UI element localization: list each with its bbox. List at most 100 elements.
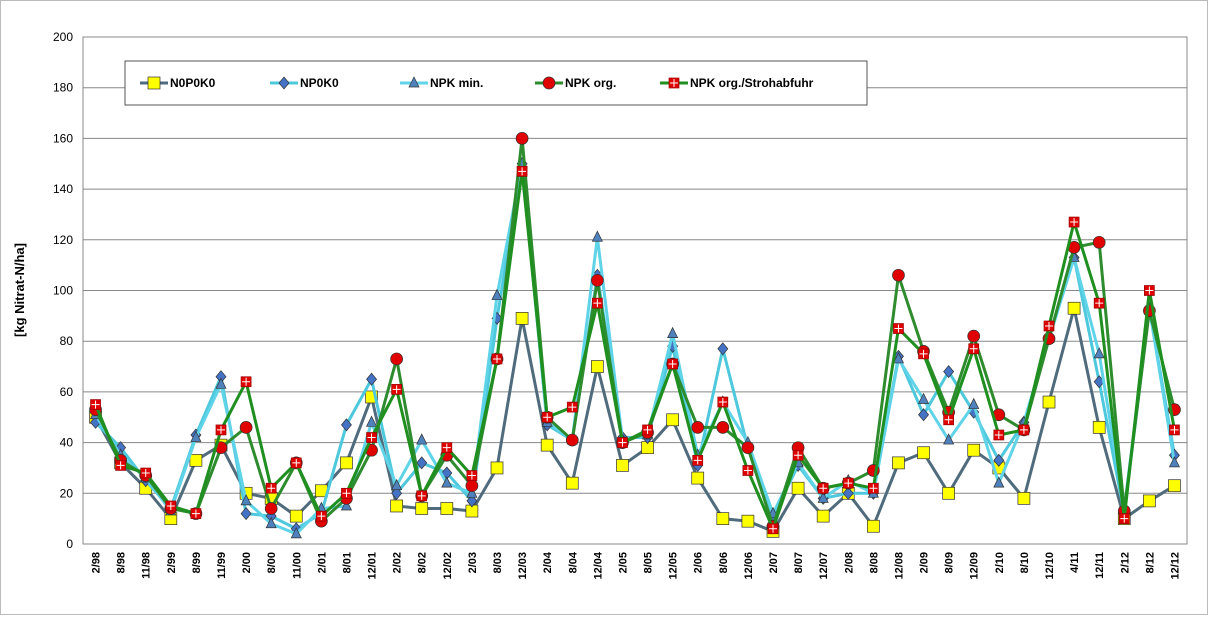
x-tick-label: 2/09: [919, 552, 931, 573]
y-axis-label: [kg Nitrat-N/ha]: [12, 243, 27, 337]
marker-cross: [1145, 286, 1154, 295]
marker: [742, 465, 754, 476]
marker: [741, 441, 755, 455]
marker: [491, 353, 503, 365]
marker: [165, 500, 177, 512]
y-tick-label: 140: [53, 182, 73, 196]
x-tick-label: 2/06: [693, 552, 705, 573]
marker: [240, 494, 252, 506]
marker: [892, 268, 905, 282]
marker: [1118, 513, 1130, 525]
marker: [465, 479, 479, 493]
marker: [918, 408, 930, 422]
marker: [666, 413, 679, 427]
marker: [943, 365, 955, 379]
marker: [1018, 424, 1030, 436]
marker: [416, 456, 428, 470]
marker-cross: [417, 491, 426, 500]
marker: [290, 457, 302, 469]
y-tick-label: 80: [60, 334, 74, 348]
marker: [591, 360, 604, 373]
marker: [1092, 421, 1106, 434]
marker: [791, 481, 805, 495]
legend: N0P0K0 NP0K0 NPK min. NPK org. NPK org./Stro…: [124, 60, 868, 106]
marker: [868, 482, 879, 494]
marker: [1017, 492, 1031, 505]
marker: [892, 456, 905, 470]
x-tick-label: 12/08: [893, 552, 905, 580]
x-tick-label: 2/04: [542, 551, 554, 573]
marker-cross: [568, 403, 577, 412]
marker: [515, 132, 529, 145]
marker: [416, 490, 428, 502]
marker: [968, 397, 980, 409]
x-tick-label: 2/07: [768, 552, 780, 573]
marker: [667, 358, 678, 370]
x-tick-label: 12/05: [668, 552, 680, 580]
marker: [440, 502, 454, 515]
marker-cross: [668, 360, 677, 369]
marker: [441, 442, 453, 454]
legend-marker: [147, 76, 161, 90]
marker: [215, 377, 227, 389]
x-tick-label: 8/06: [718, 552, 730, 573]
marker: [491, 288, 503, 300]
y-tick-label: 180: [53, 81, 73, 95]
x-tick-label: 12/10: [1044, 552, 1056, 580]
marker: [1042, 395, 1056, 409]
marker: [967, 329, 981, 343]
x-tick-label: 8/08: [868, 552, 880, 573]
marker: [240, 376, 252, 388]
marker-cross: [191, 509, 200, 518]
marker: [717, 396, 729, 408]
marker: [817, 482, 829, 494]
marker: [340, 499, 353, 511]
marker: [767, 523, 779, 535]
legend-label: NPK org.: [565, 76, 616, 90]
marker-cross: [593, 299, 602, 308]
legend-label: N0P0K0: [170, 76, 216, 90]
marker-cross: [869, 484, 878, 493]
x-tick-label: 2/99: [166, 552, 178, 573]
marker: [867, 519, 880, 533]
marker: [466, 494, 478, 508]
legend-marker: [278, 76, 290, 90]
marker: [1093, 347, 1105, 359]
legend-marker: [408, 76, 420, 88]
marker-cross: [141, 469, 150, 478]
marker: [189, 453, 203, 467]
x-tick-label: 8/03: [492, 552, 504, 573]
marker: [942, 486, 955, 500]
marker: [466, 470, 478, 481]
marker: [893, 323, 904, 334]
marker-cross: [693, 456, 702, 465]
marker: [917, 446, 930, 460]
marker-cross: [292, 458, 301, 467]
marker-cross: [994, 430, 1003, 439]
marker: [140, 467, 152, 479]
marker: [566, 401, 578, 413]
marker-cross: [518, 167, 527, 176]
marker: [691, 471, 705, 485]
marker: [616, 459, 629, 472]
x-tick-label: 12/02: [442, 552, 454, 580]
marker: [366, 432, 377, 443]
marker: [466, 486, 478, 498]
marker: [391, 478, 403, 491]
y-tick-label: 100: [53, 284, 73, 298]
marker: [490, 461, 504, 475]
marker-cross: [919, 349, 928, 358]
marker-cross: [743, 466, 752, 475]
marker: [842, 486, 854, 500]
marker-cross: [643, 425, 652, 434]
x-tick-label: 11/99: [216, 552, 228, 579]
marker: [416, 433, 428, 445]
marker: [842, 477, 854, 489]
marker: [565, 476, 579, 490]
marker: [1092, 235, 1106, 249]
x-tick-label: 12/01: [367, 552, 379, 580]
marker: [390, 352, 403, 366]
marker-cross: [718, 398, 727, 407]
x-tick-label: 12/12: [1169, 552, 1181, 580]
